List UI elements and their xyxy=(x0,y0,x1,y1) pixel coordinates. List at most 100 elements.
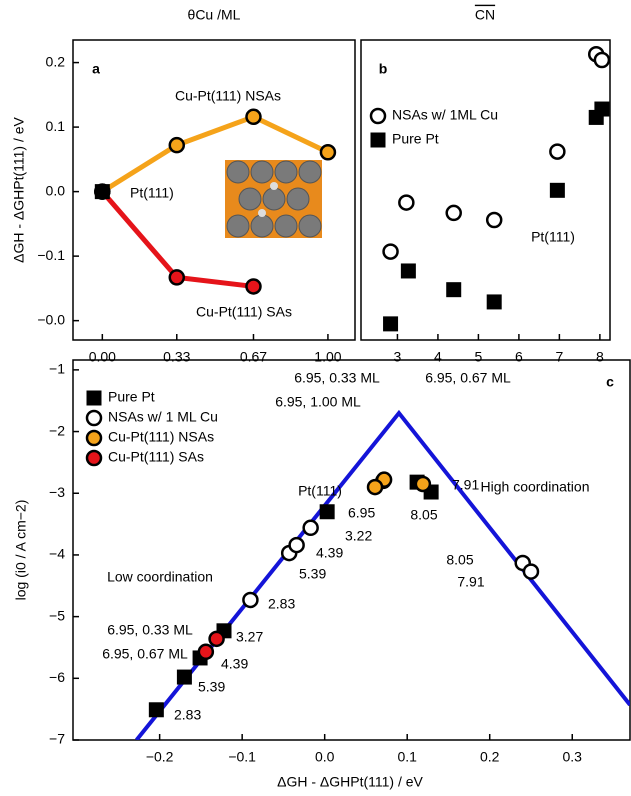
legend-marker xyxy=(85,409,103,427)
circle-marker xyxy=(288,536,305,554)
inset-structure xyxy=(225,160,322,238)
x-axis-label: θCu /ML xyxy=(188,7,241,23)
square-marker xyxy=(549,182,565,198)
square-marker xyxy=(148,702,164,718)
x-tick-label: −0.2 xyxy=(146,749,174,765)
axes-frame xyxy=(360,39,611,341)
circle-marker xyxy=(366,478,384,496)
series-label: Pt(111) xyxy=(130,185,174,201)
annotation: 6.95, 0.33 ML xyxy=(294,370,380,386)
x-tick-label: 0.0 xyxy=(315,749,335,765)
circle-marker xyxy=(242,591,259,609)
square-marker xyxy=(400,263,416,279)
square-marker xyxy=(594,101,610,117)
panel: 0.00 0.33 0.67 1.00 0.2 0.1 0.0 −0.1 −0.0 θCu /ML… xyxy=(11,7,356,365)
x-tick-label: 0.00 xyxy=(89,349,116,365)
circle-marker xyxy=(485,211,503,229)
x-tick-label: 7 xyxy=(555,349,563,365)
annotation: 2.83 xyxy=(174,707,201,723)
y-tick-label: −0.0 xyxy=(37,311,65,327)
x-tick-label: 0.2 xyxy=(480,749,500,765)
y-tick-label: −5 xyxy=(49,607,65,623)
y-tick-label: −3 xyxy=(49,484,65,500)
legend-label: Pure Pt xyxy=(392,131,439,147)
circle-marker xyxy=(302,519,319,537)
panel-label: b xyxy=(379,61,388,77)
y-tick-label: 0.1 xyxy=(46,118,66,134)
circle-marker xyxy=(245,108,262,126)
annotation: 7.91 xyxy=(457,574,484,590)
legend-label: Cu-Pt(111) NSAs xyxy=(108,429,214,445)
circle-marker xyxy=(168,269,186,286)
circle-marker xyxy=(414,475,432,493)
series-line xyxy=(101,114,330,194)
circle-marker xyxy=(382,243,399,260)
panel-label: a xyxy=(92,61,100,77)
annotation: 6.95, 0.67 ML xyxy=(102,646,188,662)
annotation: Low coordination xyxy=(107,569,213,585)
panel-label: c xyxy=(606,374,614,390)
circle-marker xyxy=(319,144,337,161)
square-marker xyxy=(94,184,110,200)
x-tick-label: 6 xyxy=(515,349,523,365)
annotation: 6.95, 1.00 ML xyxy=(275,394,361,410)
legend-label: NSAs w/ 1 ML Cu xyxy=(108,409,218,425)
annotation: 3.22 xyxy=(345,528,372,544)
x-axis-label: CN xyxy=(475,7,495,23)
annotation: 4.39 xyxy=(221,656,248,672)
y-tick-label: −1 xyxy=(49,361,65,377)
y-tick-label: −6 xyxy=(49,669,65,685)
legend-marker xyxy=(85,429,103,447)
square-marker xyxy=(319,504,335,520)
x-tick-label: 3 xyxy=(394,349,402,365)
x-tick-label: 8 xyxy=(596,349,604,365)
circle-marker xyxy=(208,630,225,648)
annotation: 8.05 xyxy=(410,507,437,523)
annotation: 6.95, 0.33 ML xyxy=(107,622,193,638)
legend-marker xyxy=(86,390,102,406)
x-tick-label: 0.67 xyxy=(240,349,267,365)
circle-marker xyxy=(445,204,462,222)
annotation: 2.83 xyxy=(268,596,295,612)
x-axis-label: ΔGH - ΔGHPt(111) / eV xyxy=(277,774,423,790)
y-tick-label: −7 xyxy=(49,731,65,747)
legend-label: NSAs w/ 1ML Cu xyxy=(392,107,498,123)
axes-frame xyxy=(72,39,356,341)
x-tick-label: 0.1 xyxy=(397,749,417,765)
square-marker xyxy=(176,669,192,685)
annotation: High coordination xyxy=(481,479,590,495)
legend-label: Cu-Pt(111) SAs xyxy=(108,449,204,465)
series-label: Cu-Pt(111) NSAs xyxy=(175,88,281,104)
annotation: 4.39 xyxy=(316,545,343,561)
square-marker xyxy=(446,282,462,298)
inset-atoms xyxy=(226,160,322,238)
x-tick-label: 5 xyxy=(475,349,483,365)
x-tick-label: 0.33 xyxy=(163,349,190,365)
legend-label: Pure Pt xyxy=(108,389,155,405)
y-tick-label: −0.1 xyxy=(37,247,65,263)
y-axis-label: ΔGH - ΔGHPt(111) / eV xyxy=(11,116,27,262)
annotation: Pt(111) xyxy=(298,483,342,499)
annotation: Pt(111) xyxy=(531,229,575,245)
panel: 3 4 5 6 7 8 CN b NSAs w/ 1ML Cu Pure Pt Pt(111) xyxy=(360,7,611,365)
square-marker xyxy=(383,316,399,332)
axes-frame xyxy=(72,359,631,741)
legend-marker xyxy=(370,132,386,148)
y-axis-label: log (i0 / A cm−2) xyxy=(13,500,29,601)
panel: −0.2 −0.1 0.0 0.1 0.2 0.3 −1 −2 −3 −4 −5 −6 −7 ΔGH - … xyxy=(13,359,631,790)
annotation: 5.39 xyxy=(198,679,225,695)
circle-marker xyxy=(245,278,262,295)
annotation: 5.39 xyxy=(299,566,326,582)
annotation: 6.95 xyxy=(348,505,375,521)
annotation: 6.95, 0.67 ML xyxy=(425,370,511,386)
circle-marker xyxy=(197,643,215,661)
annotation: 7.91 xyxy=(452,477,479,493)
square-marker xyxy=(486,294,502,310)
legend-marker xyxy=(85,449,103,467)
x-tick-label: 1.00 xyxy=(314,349,341,365)
circle-marker xyxy=(168,136,186,154)
y-tick-label: −4 xyxy=(49,546,65,562)
circle-marker xyxy=(522,563,540,580)
circle-marker xyxy=(549,143,566,160)
